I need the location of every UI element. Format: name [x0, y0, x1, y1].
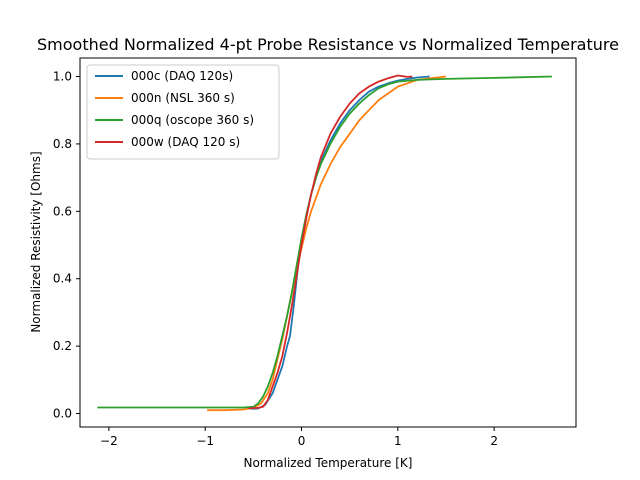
x-axis-label: Normalized Temperature [K]	[244, 456, 413, 470]
x-tick-label: −1	[196, 434, 214, 448]
x-tick-label: 1	[394, 434, 402, 448]
chart-title: Smoothed Normalized 4-pt Probe Resistanc…	[37, 35, 619, 54]
legend: 000c (DAQ 120s) 000n (NSL 360 s) 000q (osc…	[86, 64, 280, 160]
plot-area	[97, 74, 552, 412]
axes-frame	[79, 57, 577, 428]
legend-label-4: 000w (DAQ 120 s)	[131, 135, 240, 149]
x-tick-label: −2	[100, 434, 118, 448]
y-tick-label: 1.0	[53, 70, 72, 84]
y-tick-label: 0.4	[53, 272, 72, 286]
legend-label-2: 000n (NSL 360 s)	[131, 91, 235, 105]
y-tick-label: 0.8	[53, 137, 72, 151]
legend-label-3: 000q (oscope 360 s)	[131, 113, 254, 127]
series-line-2	[207, 75, 447, 412]
y-tick-label: 0.2	[53, 339, 72, 353]
series-line-4	[248, 74, 413, 410]
legend-box	[86, 64, 280, 160]
legend-label-1: 000c (DAQ 120s)	[131, 69, 233, 83]
y-axis-label: Normalized Resistivity [Ohms]	[29, 151, 43, 332]
axes: −2 −1 0 1 2 0.0 0.2 0.4 0.6 0.8 1.0	[53, 57, 577, 448]
y-tick-label: 0.6	[53, 204, 72, 218]
x-tick-label: 0	[298, 434, 306, 448]
x-tick-label: 2	[490, 434, 498, 448]
y-tick-label: 0.0	[53, 407, 72, 421]
